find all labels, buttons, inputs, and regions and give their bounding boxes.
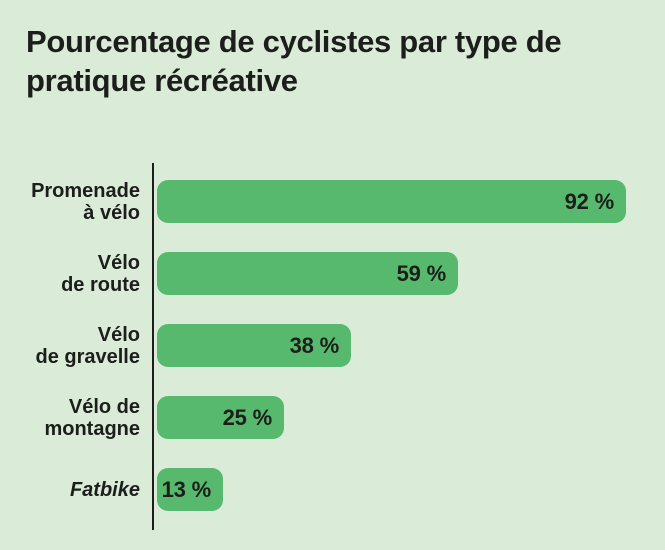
value-label: 38 % <box>289 332 340 358</box>
category-label: Vélo de montagne <box>44 395 140 440</box>
value-label: 25 % <box>222 404 273 430</box>
bar-row: Fatbike 13 % <box>0 468 665 511</box>
value-label: 59 % <box>396 260 447 286</box>
value-label: 92 % <box>564 188 615 214</box>
bar: 59 % <box>157 252 458 295</box>
bar-area: 13 % <box>157 468 665 511</box>
bar-row: Vélo de route 59 % <box>0 251 665 296</box>
chart-title: Pourcentage de cyclistes par type de pra… <box>26 24 562 98</box>
bar-row: Promenade à vélo 92 % <box>0 179 665 224</box>
bar-area: 38 % <box>157 324 665 367</box>
category-label: Fatbike <box>69 478 140 501</box>
bar-row: Vélo de montagne 25 % <box>0 395 665 440</box>
bar-rows: Promenade à vélo 92 % Vélo de route 59 %… <box>0 180 665 511</box>
category-label: Promenade à vélo <box>31 179 140 224</box>
bar-area: 92 % <box>157 180 665 223</box>
bar-area: 59 % <box>157 252 665 295</box>
category-label: Vélo de gravelle <box>35 323 140 368</box>
bar: 25 % <box>157 396 284 439</box>
value-label: 13 % <box>161 476 212 502</box>
bar-chart: Promenade à vélo 92 % Vélo de route 59 %… <box>0 163 665 530</box>
category-label: Vélo de route <box>61 251 140 296</box>
bar: 13 % <box>157 468 223 511</box>
bar: 38 % <box>157 324 351 367</box>
bar: 92 % <box>157 180 626 223</box>
bar-area: 25 % <box>157 396 665 439</box>
bar-row: Vélo de gravelle 38 % <box>0 323 665 368</box>
y-axis-line <box>152 163 154 530</box>
